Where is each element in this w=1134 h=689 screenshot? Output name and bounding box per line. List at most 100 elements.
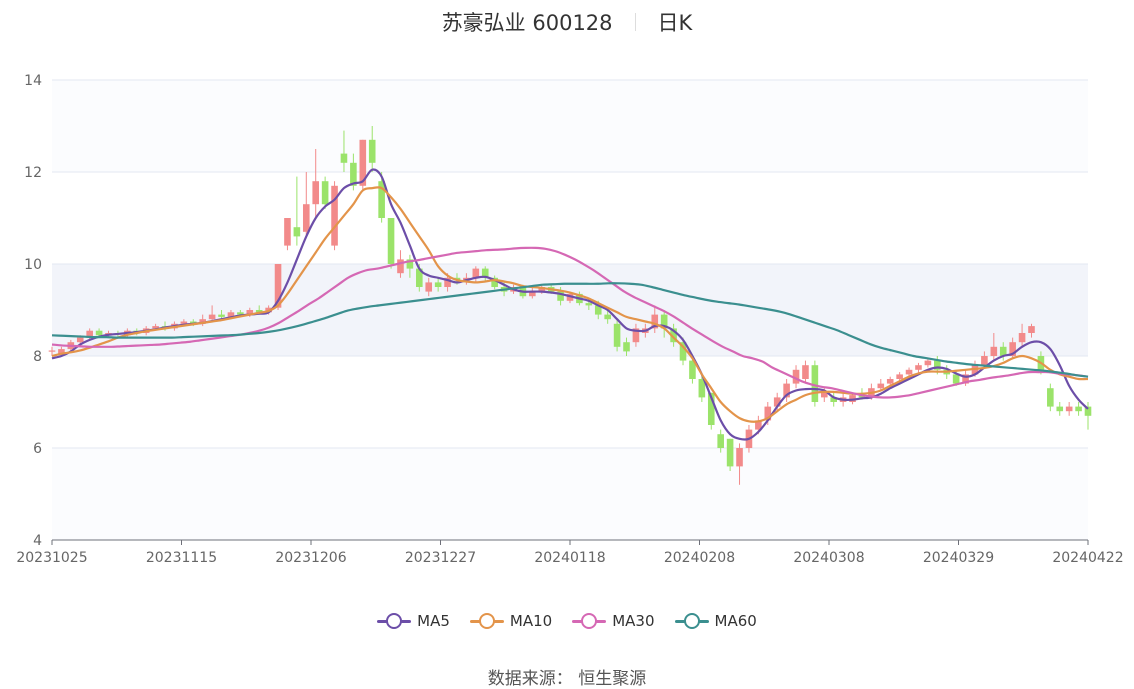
plot-band xyxy=(52,448,1088,540)
candle-body xyxy=(585,303,593,306)
candle-body xyxy=(406,259,414,269)
candle-body xyxy=(321,181,329,205)
candle-body xyxy=(962,374,969,384)
candle xyxy=(1056,402,1064,416)
candle-body xyxy=(820,392,828,398)
candle-body xyxy=(707,392,715,425)
x-tick-label: 20240208 xyxy=(664,550,735,566)
y-tick-label: 12 xyxy=(24,165,42,181)
candle-body xyxy=(924,360,932,366)
candle xyxy=(1084,402,1092,430)
moving-average-lines xyxy=(51,168,1089,441)
candle-body xyxy=(227,312,235,317)
legend-label-ma5: MA5 xyxy=(417,612,450,630)
candle xyxy=(368,126,376,172)
candle-body xyxy=(915,365,922,370)
candle-body xyxy=(538,287,546,292)
candle-body xyxy=(623,342,630,352)
candle-body xyxy=(811,365,819,402)
candle-body xyxy=(350,162,357,186)
candle-body xyxy=(773,397,781,407)
candle xyxy=(1018,323,1026,347)
candle xyxy=(670,323,677,347)
candle xyxy=(830,392,838,407)
candle xyxy=(378,172,385,223)
candle xyxy=(491,275,498,290)
legend-swatch-ma5 xyxy=(377,613,412,629)
candle-body xyxy=(293,227,301,237)
candle xyxy=(736,443,743,485)
candle-body xyxy=(481,268,489,278)
candle-body xyxy=(246,310,254,315)
candle xyxy=(1028,323,1035,338)
candle-body xyxy=(208,314,216,320)
y-tick-label: 8 xyxy=(33,349,42,365)
candle-body xyxy=(999,346,1007,356)
candle xyxy=(726,438,734,471)
candle-body xyxy=(717,434,724,448)
legend-item-ma10[interactable]: MA10 xyxy=(469,612,553,630)
candle-body xyxy=(632,328,640,343)
legend-label-ma10: MA10 xyxy=(509,612,553,630)
candle xyxy=(896,372,903,382)
candle-body xyxy=(934,360,941,370)
data-source: 数据来源： 恒生聚源 xyxy=(487,669,647,689)
candle-body xyxy=(529,291,536,297)
candle-body xyxy=(463,277,470,281)
candle xyxy=(877,379,885,391)
candle xyxy=(340,130,348,172)
candle-body xyxy=(849,395,856,402)
y-tick-label: 4 xyxy=(33,533,42,549)
candle-body xyxy=(689,360,696,379)
candle-body xyxy=(755,420,762,430)
x-tick-label: 20240329 xyxy=(923,550,994,566)
candle-body xyxy=(670,328,677,343)
candle xyxy=(293,176,301,246)
candle-body xyxy=(952,374,960,384)
candle xyxy=(623,337,630,356)
candle-body xyxy=(255,310,263,313)
candle xyxy=(331,181,338,251)
plot-bands xyxy=(52,80,1088,540)
candle-body xyxy=(218,314,225,317)
candle xyxy=(208,305,216,322)
candle-body xyxy=(312,181,320,205)
legend-item-ma5[interactable]: MA5 xyxy=(377,612,450,630)
candle xyxy=(481,266,489,283)
candle xyxy=(529,287,536,299)
candle-body xyxy=(990,346,998,356)
series-line-ma60 xyxy=(51,282,1089,378)
candle-body xyxy=(679,342,687,361)
candle xyxy=(312,149,320,218)
candle xyxy=(632,323,640,347)
x-tick-label: 20231227 xyxy=(405,550,476,566)
candle-body xyxy=(199,319,206,324)
candle xyxy=(999,342,1007,361)
candle xyxy=(905,367,913,377)
y-tick-label: 10 xyxy=(24,257,42,273)
legend: MA5 MA10 MA30 MA60 xyxy=(0,612,1134,630)
candle-body xyxy=(359,139,367,186)
candle-body xyxy=(284,218,291,246)
candle xyxy=(302,172,310,237)
candle-body xyxy=(557,291,564,301)
candle-body xyxy=(1028,326,1035,333)
candle xyxy=(613,319,621,352)
candle-body xyxy=(613,323,621,347)
period-label: 日K xyxy=(657,11,693,35)
candle xyxy=(604,310,611,324)
candle-body xyxy=(1075,406,1082,412)
candle-body xyxy=(302,204,310,232)
candle-body xyxy=(491,277,498,287)
candle xyxy=(717,429,724,453)
candle-body xyxy=(981,356,988,366)
plot-band xyxy=(52,264,1088,356)
candle-body xyxy=(180,321,188,324)
candle xyxy=(218,310,225,320)
legend-item-ma30[interactable]: MA30 xyxy=(572,612,655,630)
legend-item-ma60[interactable]: MA60 xyxy=(674,612,757,630)
candle-body xyxy=(1056,406,1064,412)
candlestick-chart: 4 6 8 10 12 14 20231025 20231115 20231206 202312… xyxy=(16,73,1123,566)
candle-body xyxy=(86,330,93,338)
candle xyxy=(990,333,998,361)
